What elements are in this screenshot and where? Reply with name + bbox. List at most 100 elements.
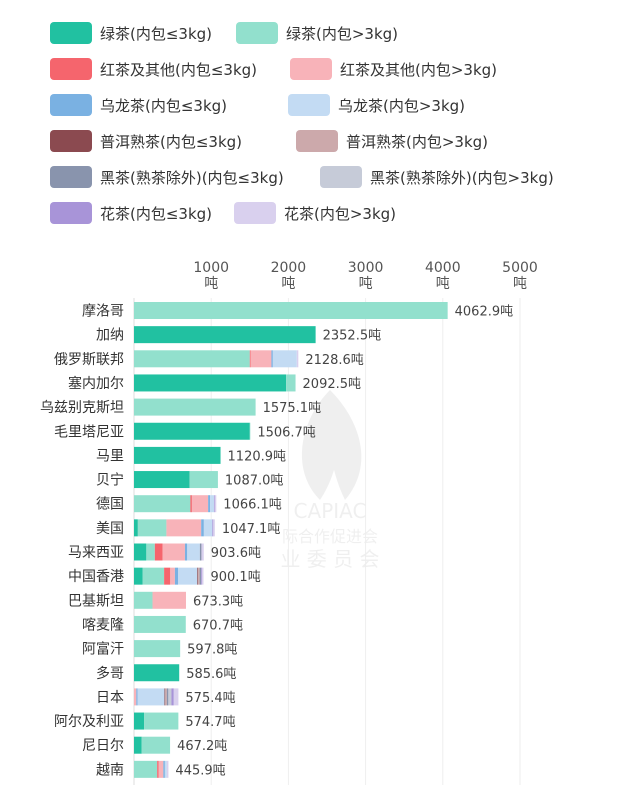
legend-swatch: [50, 166, 92, 188]
value-labels: 4062.9吨 2352.5吨 2128.6吨 2092.5吨 1575.1吨 1506.…: [175, 305, 513, 779]
legend-item: 绿茶(内包≤3kg): [50, 20, 212, 46]
category-label: 中国香港: [68, 569, 124, 585]
category-label: 美国: [96, 521, 124, 537]
legend-label: 乌龙茶(内包>3kg): [338, 96, 466, 115]
legend-item: 乌龙茶(内包≤3kg): [50, 92, 227, 118]
bar-segment: [134, 640, 181, 658]
category-label: 阿富汗: [82, 641, 124, 658]
bar-segment: [212, 519, 214, 537]
value-label: 445.9吨: [175, 763, 225, 778]
legend-swatch: [50, 58, 92, 80]
bar-segment: [134, 543, 147, 561]
bar-segment: [134, 615, 186, 633]
value-label: 1120.9吨: [228, 449, 287, 464]
category-label: 马里: [96, 448, 124, 464]
category-label: 尼日尔: [82, 738, 124, 754]
legend-item: 黑茶(熟茶除外)(内包>3kg): [320, 164, 554, 190]
bar-segment: [165, 688, 167, 706]
bar-segment: [134, 495, 191, 513]
x-tick-label: 1000: [193, 260, 229, 276]
legend-label: 花茶(内包>3kg): [284, 204, 397, 223]
bar-segment: [178, 567, 198, 585]
bar-segment: [134, 471, 190, 489]
watermark-brand: CAPIAC: [294, 499, 367, 523]
category-label: 德国: [96, 497, 124, 513]
bar-segment: [146, 543, 155, 561]
watermark: CAPIAC 际合作促进会 业 委 员 会: [280, 390, 380, 571]
legend-label: 花茶(内包≤3kg): [100, 204, 213, 223]
legend-item: 红茶及其他(内包>3kg): [290, 56, 497, 82]
bar-segment: [286, 374, 296, 392]
category-label: 乌兹别克斯坦: [40, 400, 124, 416]
bar-segment: [141, 736, 171, 754]
value-label: 903.6吨: [211, 546, 261, 561]
category-label: 马来西亚: [68, 545, 124, 561]
bar-segment: [163, 760, 165, 778]
bar-segment: [201, 567, 202, 585]
value-label: 670.7吨: [193, 618, 243, 633]
bar-segment: [152, 591, 186, 609]
bar-segment: [164, 688, 166, 706]
value-label: 2352.5吨: [323, 329, 382, 344]
chart-legend: 绿茶(内包≤3kg) 绿茶(内包>3kg) 红茶及其他(内包≤3kg) 红茶及其他(内…: [0, 0, 627, 240]
category-label: 贝宁: [96, 472, 124, 489]
value-label: 2092.5吨: [303, 377, 362, 392]
legend-item: 花茶(内包>3kg): [234, 200, 396, 226]
bar-segment: [162, 543, 185, 561]
category-label: 喀麦隆: [82, 617, 124, 633]
bar-segment: [134, 422, 250, 440]
legend-swatch: [50, 94, 92, 116]
bar-segment: [166, 760, 169, 778]
legend-label: 乌龙茶(内包≤3kg): [100, 96, 228, 115]
bar-segment: [134, 374, 287, 392]
x-tick-label: 2000: [271, 260, 307, 276]
bars: [134, 302, 448, 778]
bar-segment: [134, 398, 256, 416]
legend-item: 乌龙茶(内包>3kg): [288, 92, 465, 118]
bar-segment: [249, 350, 251, 368]
bar-segment: [134, 688, 137, 706]
bar-segment: [134, 350, 250, 368]
bar-segment: [170, 567, 175, 585]
bar-segment: [203, 519, 213, 537]
value-label: 1506.7吨: [257, 425, 316, 440]
category-label: 越南: [96, 762, 124, 778]
legend-item: 黑茶(熟茶除外)(内包≤3kg): [50, 164, 284, 190]
bar-segment: [191, 495, 209, 513]
bar-segment: [137, 688, 165, 706]
legend-swatch: [50, 22, 92, 44]
value-label: 1047.1吨: [222, 522, 281, 537]
bar-segment: [144, 712, 179, 730]
legend-item: 绿茶(内包>3kg): [236, 20, 398, 46]
x-tick-unit: 吨: [513, 276, 527, 292]
category-label: 加纳: [96, 328, 124, 344]
legend-swatch: [288, 94, 330, 116]
bar-segment: [208, 495, 211, 513]
value-label: 1066.1吨: [223, 498, 282, 513]
bar-segment: [136, 688, 138, 706]
legend-label: 红茶及其他(内包≤3kg): [100, 60, 258, 79]
watermark-line2: 业 委 员 会: [280, 547, 379, 571]
legend-swatch: [234, 202, 276, 224]
category-label: 多哥: [96, 665, 124, 682]
category-label: 日本: [96, 690, 124, 706]
bar-segment: [213, 519, 215, 537]
x-tick-label: 3000: [348, 260, 384, 276]
value-label: 597.8吨: [187, 643, 237, 658]
bar-segment: [187, 543, 200, 561]
category-label: 摩洛哥: [82, 303, 124, 320]
legend-label: 普洱熟茶(内包>3kg): [346, 132, 489, 151]
legend-item: 普洱熟茶(内包≤3kg): [50, 128, 242, 154]
category-labels: 摩洛哥加纳俄罗斯联邦塞内加尔乌兹别克斯坦毛里塔尼亚马里贝宁德国美国马来西亚中国香…: [40, 303, 124, 779]
watermark-leaf-shape: [301, 390, 339, 500]
watermark-line1: 际合作促进会: [282, 527, 378, 546]
bar-segment: [134, 446, 221, 464]
value-label: 574.7吨: [185, 715, 235, 730]
bar-segment: [271, 350, 273, 368]
bar-segment: [249, 422, 251, 440]
category-label: 阿尔及利亚: [54, 714, 124, 730]
bar-segment: [134, 567, 143, 585]
legend-label: 红茶及其他(内包>3kg): [340, 60, 498, 79]
